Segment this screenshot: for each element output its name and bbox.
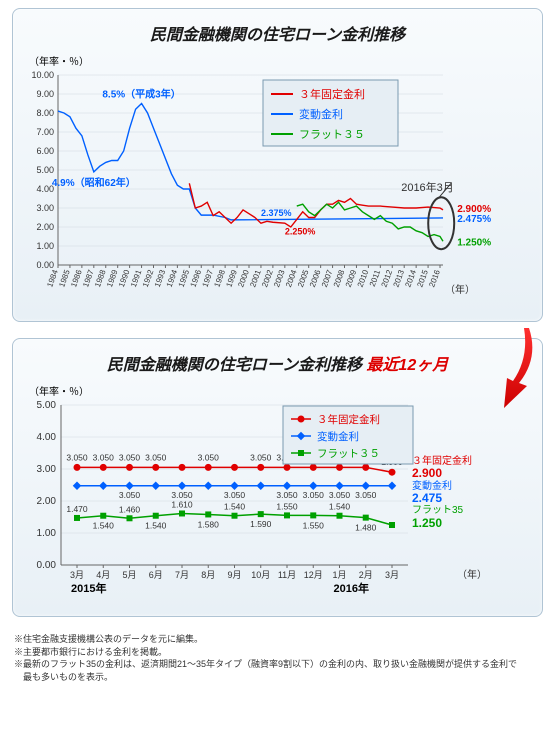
svg-text:0.00: 0.00 — [37, 560, 57, 571]
footnote: 最も多いものを表示。 — [14, 671, 541, 684]
svg-text:3.050: 3.050 — [224, 490, 246, 500]
svg-text:1.590: 1.590 — [250, 519, 272, 529]
svg-text:0.00: 0.00 — [36, 260, 54, 270]
svg-text:8月: 8月 — [201, 570, 215, 580]
svg-text:1.540: 1.540 — [93, 521, 115, 531]
svg-text:3.050: 3.050 — [119, 452, 141, 462]
svg-text:1.480: 1.480 — [355, 523, 377, 533]
svg-text:7.00: 7.00 — [36, 127, 54, 137]
svg-text:4.00: 4.00 — [37, 432, 57, 443]
chart2-panel: 民間金融機関の住宅ローン金利推移 最近12ヶ月 （年率・％） 0.00 1.00 2… — [12, 338, 543, 617]
svg-text:9.00: 9.00 — [36, 89, 54, 99]
svg-text:11月: 11月 — [278, 570, 296, 580]
svg-text:1.580: 1.580 — [198, 519, 220, 529]
svg-text:3.050: 3.050 — [303, 490, 325, 500]
svg-text:1.540: 1.540 — [145, 521, 167, 531]
svg-text:1.00: 1.00 — [37, 528, 57, 539]
chart1-wrap: 0.001.002.003.004.005.006.007.008.009.00… — [23, 70, 532, 315]
svg-text:（年）: （年） — [457, 568, 487, 581]
svg-text:変動金利: 変動金利 — [317, 430, 359, 443]
svg-text:12月: 12月 — [304, 570, 323, 580]
svg-text:2.375%: 2.375% — [261, 208, 292, 218]
svg-text:変動金利: 変動金利 — [299, 107, 343, 121]
svg-text:3月: 3月 — [385, 570, 399, 580]
svg-text:3.050: 3.050 — [119, 490, 141, 500]
svg-text:8.00: 8.00 — [36, 108, 54, 118]
svg-text:5.00: 5.00 — [37, 400, 57, 411]
svg-text:3.050: 3.050 — [145, 452, 167, 462]
svg-text:1.550: 1.550 — [303, 520, 325, 530]
svg-text:3.050: 3.050 — [171, 490, 193, 500]
svg-text:1.00: 1.00 — [36, 241, 54, 251]
svg-text:9月: 9月 — [227, 570, 241, 580]
svg-text:2016年3月: 2016年3月 — [401, 180, 454, 194]
y-axis-unit2: （年率・％） — [29, 383, 532, 398]
svg-text:10月: 10月 — [251, 570, 270, 580]
svg-text:1.470: 1.470 — [66, 504, 88, 514]
svg-text:3.050: 3.050 — [66, 452, 88, 462]
svg-text:3.050: 3.050 — [250, 452, 272, 462]
y-axis-unit: （年率・％） — [29, 53, 532, 68]
svg-text:フラット３５: フラット３５ — [317, 448, 380, 460]
svg-text:5月: 5月 — [122, 570, 136, 580]
svg-text:2.00: 2.00 — [37, 496, 57, 507]
svg-text:2016: 2016 — [427, 268, 442, 288]
svg-text:3月: 3月 — [70, 570, 84, 580]
svg-text:フラット３５: フラット３５ — [299, 129, 365, 141]
svg-text:（年）: （年） — [445, 283, 475, 296]
footnote: ※住宅金融支援機構公表のデータを元に編集。 — [14, 633, 541, 646]
svg-text:フラット35: フラット35 — [412, 504, 464, 516]
svg-text:３年固定金利: ３年固定金利 — [299, 87, 365, 101]
svg-text:2.900: 2.900 — [412, 466, 442, 480]
svg-text:10.00: 10.00 — [31, 70, 54, 80]
svg-text:6.00: 6.00 — [36, 146, 54, 156]
svg-text:2.475%: 2.475% — [457, 214, 491, 225]
svg-text:1.460: 1.460 — [119, 504, 141, 514]
svg-text:3.050: 3.050 — [276, 490, 298, 500]
svg-text:2.250%: 2.250% — [285, 226, 316, 236]
svg-text:8.5%（平成3年）: 8.5%（平成3年） — [102, 88, 180, 101]
svg-text:2016年: 2016年 — [334, 581, 369, 595]
svg-text:1.610: 1.610 — [171, 499, 193, 509]
svg-text:3.050: 3.050 — [329, 490, 351, 500]
svg-text:1.250%: 1.250% — [457, 237, 491, 248]
svg-text:4月: 4月 — [96, 570, 110, 580]
footnotes: ※住宅金融支援機構公表のデータを元に編集。 ※主要都市銀行における金利を掲載。 … — [14, 633, 541, 683]
svg-text:1月: 1月 — [332, 570, 346, 580]
svg-text:1.250: 1.250 — [412, 516, 442, 530]
svg-text:2.475: 2.475 — [412, 491, 442, 505]
svg-text:1.540: 1.540 — [224, 502, 246, 512]
svg-text:3.050: 3.050 — [198, 452, 220, 462]
svg-text:1.550: 1.550 — [276, 501, 298, 511]
svg-text:3.00: 3.00 — [37, 464, 57, 475]
chart2-title-b: 最近12ヶ月 — [366, 357, 448, 374]
svg-text:３年固定金利: ３年固定金利 — [317, 413, 380, 426]
footnote: ※主要都市銀行における金利を掲載。 — [14, 646, 541, 659]
svg-text:6月: 6月 — [149, 570, 163, 580]
svg-text:3.050: 3.050 — [93, 452, 115, 462]
chart1-title: 民間金融機関の住宅ローン金利推移 — [23, 21, 532, 45]
svg-text:5.00: 5.00 — [36, 165, 54, 175]
svg-text:3.050: 3.050 — [355, 490, 377, 500]
chart2-svg: 0.00 1.00 2.00 3.00 4.00 5.00 3月 4月 5月 6月 7月 8月 9月 10… — [23, 400, 533, 610]
svg-text:2月: 2月 — [359, 570, 373, 580]
svg-text:2015年: 2015年 — [71, 581, 106, 595]
svg-text:4.9%（昭和62年）: 4.9%（昭和62年） — [52, 176, 136, 189]
chart2-title: 民間金融機関の住宅ローン金利推移 最近12ヶ月 — [23, 351, 532, 375]
chart1-panel: 民間金融機関の住宅ローン金利推移 （年率・％） 0.00 1.00 2.00 3.00… — [12, 8, 543, 322]
chart1-svg: 0.001.002.003.004.005.006.007.008.009.00… — [23, 70, 533, 315]
svg-text:3.00: 3.00 — [36, 203, 54, 213]
svg-text:2.00: 2.00 — [36, 222, 54, 232]
svg-text:1.540: 1.540 — [329, 502, 351, 512]
chart2-title-a: 民間金融機関の住宅ローン金利推移 — [107, 357, 362, 374]
chart2-wrap: 0.00 1.00 2.00 3.00 4.00 5.00 3月 4月 5月 6月 7月 8月 9月 10… — [23, 400, 532, 610]
svg-text:7月: 7月 — [175, 570, 189, 580]
footnote: ※最新のフラット35の金利は、返済期間21～35年タイプ（融資率9割以下）の金利… — [14, 658, 541, 671]
